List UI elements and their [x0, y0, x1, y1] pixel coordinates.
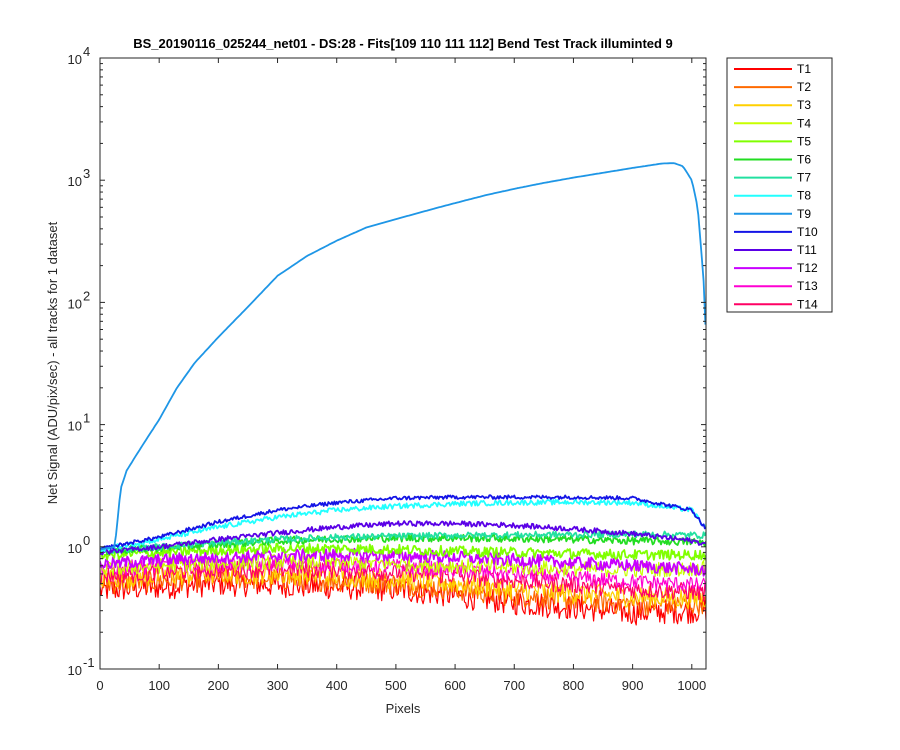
x-axis-label: Pixels	[386, 701, 421, 716]
x-tick-label: 100	[148, 678, 170, 693]
legend-box	[726, 57, 833, 313]
legend-entries: T1 T2 T3 T4 T5 T6 T7 T8 T9 T10 T11 T12 T13 T14	[734, 62, 818, 311]
series-line-t10	[100, 494, 706, 551]
y-tick-exponent: 0	[83, 533, 90, 548]
y-tick-label: 10	[68, 52, 82, 67]
legend-label-t8: T8	[797, 189, 811, 203]
x-tick-label: 600	[444, 678, 466, 693]
x-tick-label: 500	[385, 678, 407, 693]
x-axis-ticks: 0 100 200 300 400 500 600 700 800 900 1000	[96, 58, 706, 693]
legend-label-t13: T13	[797, 279, 818, 293]
y-tick-label: 10	[68, 663, 82, 678]
x-tick-label: 0	[96, 678, 103, 693]
legend-label-t4: T4	[797, 116, 811, 130]
x-tick-label: 300	[267, 678, 289, 693]
series-line-t5	[100, 542, 706, 561]
legend-label-t1: T1	[797, 62, 811, 76]
series-line-t9	[100, 162, 706, 551]
y-tick-exponent: 2	[83, 288, 90, 303]
y-axis-label: Net Signal (ADU/pix/sec) - all tracks fo…	[45, 221, 60, 504]
legend-label-t7: T7	[797, 171, 811, 185]
series-line-t11	[100, 520, 706, 556]
series-line-t8	[100, 498, 706, 553]
x-tick-label: 700	[503, 678, 525, 693]
legend-label-t3: T3	[797, 98, 811, 112]
series-group	[100, 162, 706, 626]
y-tick-label: 10	[68, 296, 82, 311]
y-tick-exponent: 1	[83, 411, 90, 426]
plot-area: 0 100 200 300 400 500 600 700 800 900 1000 10-1100…	[68, 44, 707, 693]
y-tick-label: 10	[68, 419, 82, 434]
legend-label-t14: T14	[797, 297, 818, 311]
y-tick-exponent: -1	[83, 655, 95, 670]
x-tick-label: 400	[326, 678, 348, 693]
legend-label-t5: T5	[797, 134, 811, 148]
legend-label-t6: T6	[797, 153, 811, 167]
x-tick-label: 900	[622, 678, 644, 693]
legend-label-t11: T11	[797, 243, 817, 257]
x-tick-label: 1000	[677, 678, 706, 693]
legend-label-t2: T2	[797, 80, 811, 94]
chart-title: BS_20190116_025244_net01 - DS:28 - Fits[…	[133, 36, 673, 51]
x-tick-label: 800	[563, 678, 585, 693]
y-tick-exponent: 4	[83, 44, 90, 59]
series-line-t12	[100, 547, 706, 577]
y-tick-label: 10	[68, 174, 82, 189]
series-line-t1	[100, 570, 706, 626]
legend-label-t12: T12	[797, 261, 818, 275]
legend: T1 T2 T3 T4 T5 T6 T7 T8 T9 T10 T11 T12 T13 T14	[726, 57, 833, 313]
legend-label-t10: T10	[797, 225, 818, 239]
x-tick-label: 200	[208, 678, 230, 693]
y-tick-label: 10	[68, 541, 82, 556]
plot-border	[99, 57, 707, 670]
y-tick-exponent: 3	[83, 166, 90, 181]
legend-label-t9: T9	[797, 207, 811, 221]
